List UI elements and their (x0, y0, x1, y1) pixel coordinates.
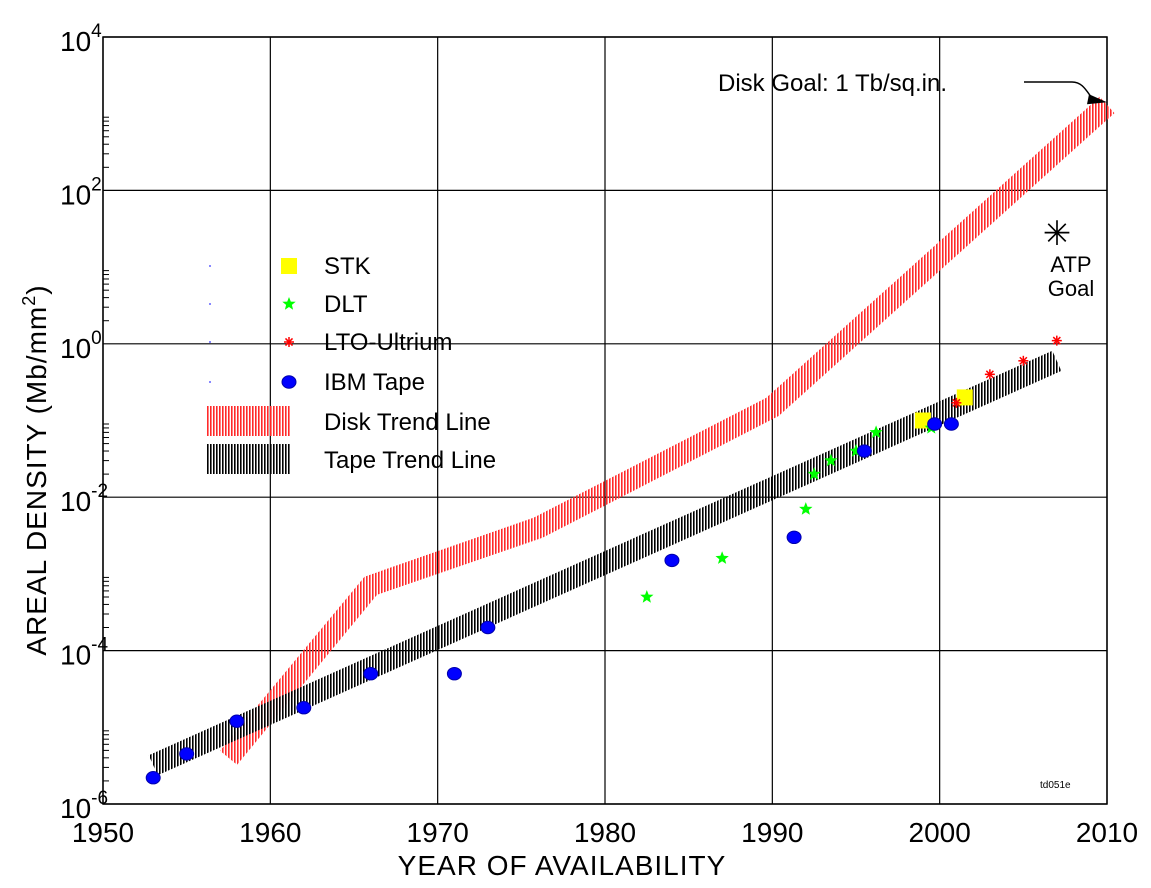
legend-label: DLT (324, 291, 368, 318)
ibm-tape-point (664, 553, 680, 568)
tape-trend-band (148, 350, 1062, 776)
x-tick-label: 1990 (741, 817, 803, 848)
dlt-point (869, 425, 883, 438)
lto-ultrium-point (1018, 355, 1029, 366)
y-tick-label: 100 (60, 328, 102, 364)
x-tick-label: 1980 (574, 817, 636, 848)
x-tick-label: 2010 (1076, 817, 1138, 848)
legend-marker (282, 297, 296, 310)
dlt-point (715, 551, 729, 564)
legend-label: STK (324, 253, 371, 280)
disk-goal-arrowhead (1087, 94, 1107, 105)
annotations: Disk Goal: 1 Tb/sq.in. ✳ ATP Goal td051e (718, 70, 1107, 791)
legend-marker (281, 375, 297, 389)
ibm-tape-point (927, 417, 943, 431)
ibm-tape-point (179, 747, 195, 761)
y-axis-label: AREAL DENSITY (Mb/mm2) (19, 284, 52, 655)
stk-point (956, 389, 973, 406)
lto-ultrium-point (951, 397, 962, 408)
legend-dot (209, 341, 211, 343)
y-tick-label: 10-4 (60, 635, 108, 671)
legend-band (207, 444, 290, 474)
dlt-point (640, 590, 654, 603)
ibm-tape-point (145, 771, 161, 785)
ibm-tape-point (446, 666, 462, 681)
y-axis-ticks: 10-6 10-4 10-2 100 102 104 (60, 21, 108, 824)
legend-label: IBM Tape (324, 369, 425, 396)
ibm-tape-point (480, 620, 496, 635)
ibm-tape-point (786, 530, 802, 545)
x-tick-label: 1960 (239, 817, 301, 848)
dlt-point (799, 502, 813, 515)
atp-goal-marker: ✳ (1043, 215, 1072, 253)
y-tick-label: 10-6 (60, 788, 108, 824)
ibm-tape-point (296, 701, 312, 715)
data-points (145, 335, 1062, 785)
legend-band (207, 406, 290, 436)
ibm-tape-point (943, 417, 959, 431)
atp-goal-label-line1: ATP (1050, 252, 1091, 277)
y-tick-label: 104 (60, 21, 102, 57)
legend: STK DLT LTO-Ultrium IBM Tape Disk Trend Line… (207, 253, 496, 474)
x-axis-label: YEAR OF AVAILABILITY (398, 850, 727, 881)
legend-label: LTO-Ultrium (324, 329, 452, 356)
ibm-tape-point (856, 444, 872, 458)
legend-label: Tape Trend Line (324, 447, 496, 474)
dlt-point (824, 453, 838, 467)
y-tick-label: 10-2 (60, 481, 108, 517)
legend-marker (284, 337, 294, 347)
legend-dot (209, 303, 211, 305)
dlt-point (849, 444, 863, 457)
legend-dot (209, 381, 211, 383)
ibm-tape-point (363, 666, 379, 681)
legend-dot (209, 265, 211, 267)
lto-ultrium-point (1051, 335, 1062, 346)
atp-goal-label-line2: Goal (1048, 276, 1094, 301)
x-tick-label: 2000 (909, 817, 971, 848)
disk-goal-label: Disk Goal: 1 Tb/sq.in. (718, 70, 947, 97)
stk-point (914, 412, 931, 429)
legend-label: Disk Trend Line (324, 409, 491, 436)
x-axis-ticks: 1950 1960 1970 1980 1990 2000 2010 (72, 817, 1138, 848)
disk-goal-leader-line (1024, 81, 1093, 99)
figure-code: td051e (1040, 780, 1071, 791)
plot-frame (102, 36, 1108, 805)
x-tick-label: 1970 (407, 817, 469, 848)
y-tick-label: 102 (60, 174, 102, 210)
lto-ultrium-point (984, 369, 995, 380)
dlt-point (807, 467, 821, 480)
x-tick-label: 1950 (72, 817, 134, 848)
legend-marker (281, 258, 297, 274)
trend-lines (148, 96, 1115, 776)
ibm-tape-point (229, 714, 245, 728)
